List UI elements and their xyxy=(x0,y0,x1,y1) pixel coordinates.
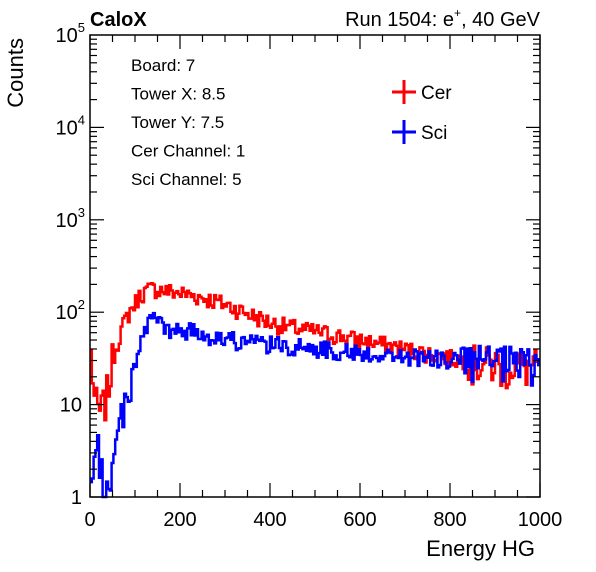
series-group xyxy=(90,282,540,499)
x-tick-label: 1000 xyxy=(518,509,563,531)
x-tick-label: 800 xyxy=(433,509,466,531)
header-left: CaloX xyxy=(90,9,147,31)
x-tick-label: 200 xyxy=(163,509,196,531)
y-tick-label: 104 xyxy=(56,112,85,139)
y-tick-label: 10 xyxy=(60,395,82,417)
axes: 0 200 400 600 800 1000 1 10 102 103 104 105 xyxy=(56,20,563,531)
y-tick-label: 102 xyxy=(56,297,85,324)
series-line-sci xyxy=(90,311,540,499)
info-line: Tower X: 8.5 xyxy=(131,85,226,104)
y-tick-label: 1 xyxy=(71,487,82,509)
legend-label-sci: Sci xyxy=(421,123,447,144)
header-right: Run 1504: e+, 40 GeV xyxy=(345,6,541,31)
x-tick-label: 400 xyxy=(253,509,286,531)
plot-frame xyxy=(89,34,541,498)
x-tick-label: 0 xyxy=(84,509,95,531)
info-line: Board: 7 xyxy=(131,56,195,75)
y-tick-label: 105 xyxy=(56,20,85,47)
legend: Cer Sci xyxy=(392,80,452,144)
info-box: Board: 7 Tower X: 8.5 Tower Y: 7.5 Cer Chan… xyxy=(131,56,245,189)
x-tick-label: 600 xyxy=(343,509,376,531)
info-line: Tower Y: 7.5 xyxy=(131,113,224,132)
info-line: Sci Channel: 5 xyxy=(131,170,242,189)
info-line: Cer Channel: 1 xyxy=(131,142,245,161)
x-axis-title: Energy HG xyxy=(426,536,535,561)
legend-label-cer: Cer xyxy=(421,83,452,104)
y-tick-label: 103 xyxy=(56,205,85,232)
y-axis-title: Counts xyxy=(3,38,28,108)
